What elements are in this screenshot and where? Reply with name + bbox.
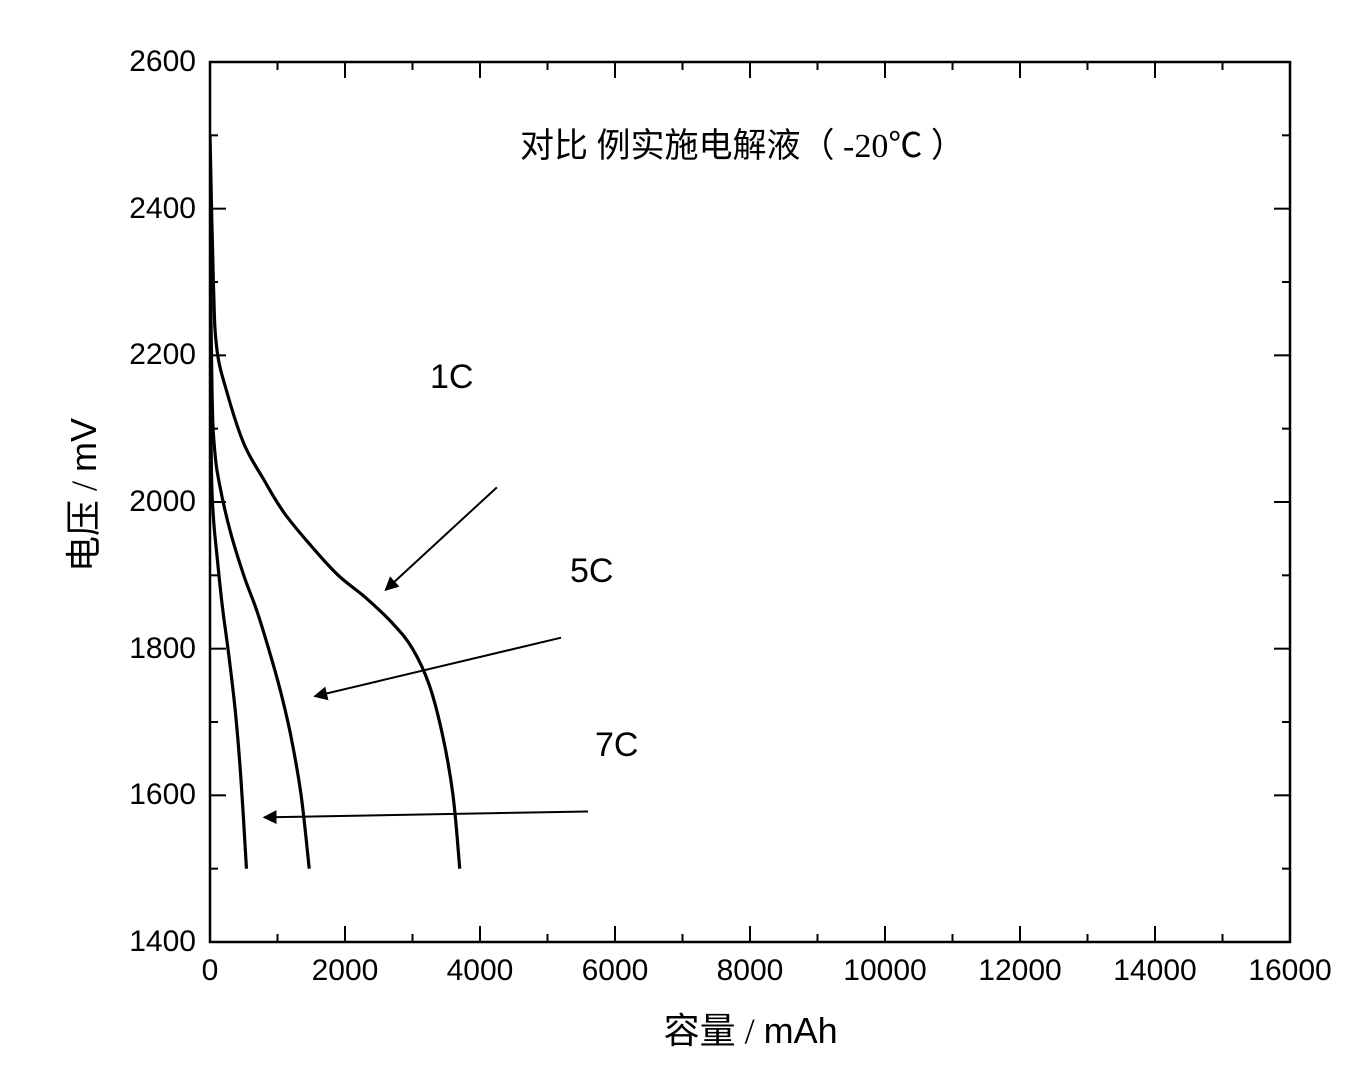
x-tick-label: 12000: [978, 954, 1061, 988]
series-label-7c: 7C: [595, 726, 638, 765]
y-tick-label: 2600: [129, 45, 196, 79]
series-label-5c: 5C: [570, 552, 613, 591]
x-tick-label: 6000: [582, 954, 649, 988]
x-tick-label: 0: [202, 954, 219, 988]
y-axis-label: 电压 / mV: [55, 418, 107, 572]
y-tick-label: 1400: [129, 925, 196, 959]
y-tick-label: 2000: [129, 485, 196, 519]
series-5C: [210, 231, 309, 869]
y-tick-label: 1800: [129, 632, 196, 666]
y-tick-label: 2400: [129, 192, 196, 226]
x-axis-label: 容量 / mAh: [664, 1002, 838, 1054]
y-tick-label: 2200: [129, 338, 196, 372]
arrow-5C: [315, 638, 561, 697]
series-label-1c: 1C: [430, 358, 473, 397]
chart-root: 0 2000 4000 6000 8000 10000 12000 14000 16000 140…: [0, 0, 1364, 1092]
x-tick-label: 4000: [447, 954, 514, 988]
x-tick-label: 8000: [717, 954, 784, 988]
x-tick-label: 16000: [1248, 954, 1331, 988]
arrow-7C: [264, 811, 588, 817]
y-tick-label: 1600: [129, 778, 196, 812]
x-tick-label: 14000: [1113, 954, 1196, 988]
x-tick-label: 2000: [312, 954, 379, 988]
series-1C: [210, 135, 460, 868]
x-tick-label: 10000: [843, 954, 926, 988]
chart-title: 对比 例实施电解液（ -20℃ ）: [520, 118, 965, 167]
arrow-1C: [386, 487, 497, 590]
